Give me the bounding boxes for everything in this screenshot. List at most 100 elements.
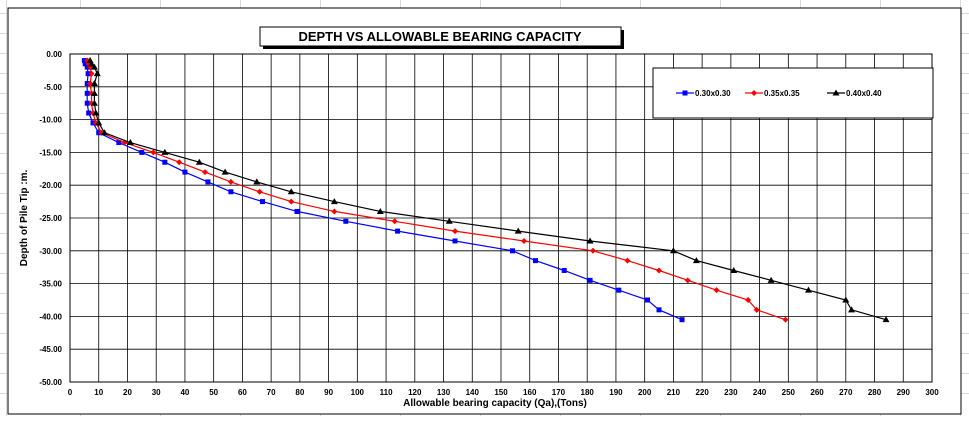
x-tick-label: 10: [94, 388, 103, 397]
y-tick-label: -10.00: [39, 116, 62, 125]
y-tick-label: -5.00: [44, 83, 63, 92]
data-point: [95, 119, 103, 126]
y-tick-label: -20.00: [39, 181, 62, 190]
x-tick-label: 290: [897, 388, 911, 397]
data-point: [253, 178, 261, 185]
data-point: [202, 169, 209, 176]
data-point: [679, 317, 685, 323]
data-point: [452, 238, 458, 244]
data-point: [624, 257, 631, 264]
data-point: [228, 189, 234, 195]
data-point: [713, 287, 720, 294]
data-point: [288, 198, 295, 205]
data-point: [92, 109, 100, 116]
data-point: [85, 71, 91, 77]
x-tick-label: 160: [523, 388, 537, 397]
data-point: [445, 217, 453, 224]
data-point: [195, 158, 203, 165]
x-tick-label: 300: [925, 388, 939, 397]
data-point: [90, 99, 98, 106]
data-point: [753, 306, 760, 313]
y-tick-label: -40.00: [39, 312, 62, 321]
x-tick-label: 100: [351, 388, 365, 397]
data-point: [86, 110, 92, 116]
data-series: [81, 57, 890, 323]
data-point: [848, 306, 856, 313]
data-point: [331, 208, 338, 215]
data-point: [656, 307, 662, 313]
series-0.40x0.40: [86, 57, 890, 323]
data-point: [90, 80, 98, 87]
data-point: [587, 277, 593, 283]
x-tick-label: 110: [380, 388, 393, 397]
data-point: [205, 179, 211, 185]
x-tick-label: 260: [810, 388, 824, 397]
data-point: [586, 237, 594, 244]
x-tick-label: 270: [839, 388, 853, 397]
data-point: [139, 149, 145, 155]
data-point: [287, 188, 295, 195]
plot-gridlines: [70, 54, 932, 382]
x-tick-label: 200: [638, 388, 652, 397]
data-point: [509, 248, 515, 254]
x-tick-label: 180: [581, 388, 595, 397]
data-point: [745, 297, 752, 303]
x-tick-label: 210: [667, 388, 681, 397]
data-point: [182, 169, 188, 175]
data-point: [767, 276, 775, 283]
data-point: [782, 316, 789, 323]
data-point: [656, 267, 663, 274]
data-point: [82, 61, 88, 67]
data-point: [730, 266, 738, 273]
y-tick-label: -15.00: [39, 148, 62, 157]
data-point: [294, 208, 300, 214]
y-tick-label: -45.00: [39, 345, 62, 354]
data-point: [692, 257, 700, 264]
data-point: [176, 159, 183, 166]
data-point: [645, 297, 651, 303]
x-tick-label: 60: [238, 388, 247, 397]
legend-marker: [832, 89, 840, 96]
data-point: [804, 286, 812, 293]
x-tick-label: 240: [753, 388, 767, 397]
x-tick-label: 120: [408, 388, 422, 397]
data-point: [93, 70, 101, 77]
x-tick-label: 250: [782, 388, 796, 397]
chart-title-box: DEPTH VS ALLOWABLE BEARING CAPACITY: [259, 26, 624, 49]
legend-box: [652, 67, 934, 119]
data-point: [221, 168, 229, 175]
chart-title: DEPTH VS ALLOWABLE BEARING CAPACITY: [298, 29, 581, 44]
data-point: [616, 287, 622, 293]
x-tick-label: 220: [695, 388, 709, 397]
y-tick-labels: 0.00 -5.00 -10.00 -15.00 -20.00 -25.00 -30.00 -…: [39, 50, 62, 387]
data-point: [520, 237, 527, 244]
title-shadow-bottom: [263, 46, 624, 49]
legend-label: 0.35x0.35: [764, 89, 800, 98]
legend-marker: [682, 90, 688, 96]
y-tick-label: -25.00: [39, 214, 62, 223]
x-tick-label: 90: [324, 388, 333, 397]
data-point: [561, 267, 567, 273]
data-point: [882, 316, 890, 323]
data-point: [84, 100, 90, 106]
data-point: [116, 140, 122, 146]
data-point: [100, 129, 108, 136]
legend-entry: 0.35x0.35: [745, 89, 800, 98]
y-tick-label: 0.00: [46, 50, 62, 59]
x-tick-label: 50: [209, 388, 218, 397]
data-point: [589, 247, 596, 254]
plot-area-border: [69, 53, 933, 383]
y-axis-title: Depth of Pile Tip :m.: [19, 170, 30, 267]
x-tick-label: 0: [68, 388, 73, 397]
legend-entry: 0.30x0.30: [676, 89, 731, 98]
data-point: [391, 218, 398, 225]
x-tick-label: 30: [152, 388, 161, 397]
y-tick-label: -30.00: [39, 247, 62, 256]
data-point: [842, 296, 850, 303]
x-tick-label: 40: [180, 388, 189, 397]
legend-entry: 0.40x0.40: [827, 89, 882, 98]
data-point: [532, 258, 538, 264]
data-point: [514, 227, 522, 234]
data-point: [669, 247, 677, 254]
